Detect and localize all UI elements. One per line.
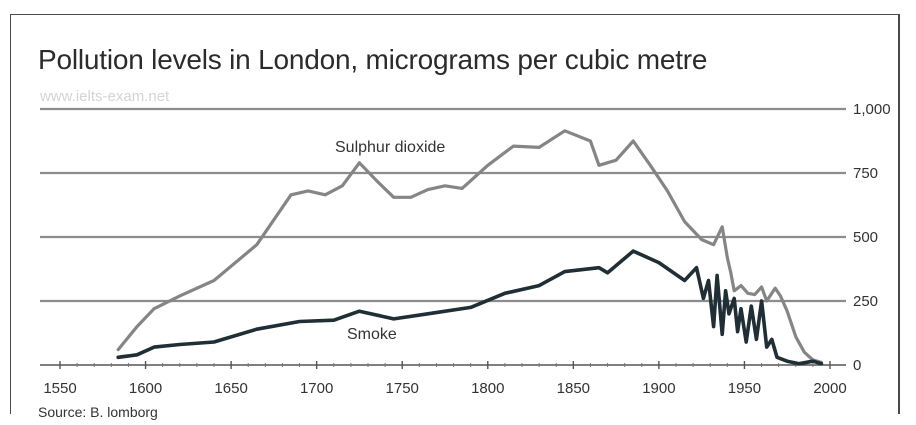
x-tick-label: 2000 [813, 380, 846, 397]
gridlines [40, 107, 846, 303]
x-tick-label: 1600 [129, 380, 162, 397]
x-tick-label: 1850 [557, 380, 590, 397]
chart-frame [10, 14, 900, 414]
y-tick-label: 250 [853, 293, 878, 310]
x-axis [40, 361, 846, 369]
x-tick-label: 1800 [471, 380, 504, 397]
sulphur-dioxide-line [116, 129, 824, 364]
series-lines [116, 129, 824, 366]
chart-frame-right-edge [898, 14, 900, 414]
x-tick-label: 1900 [642, 380, 675, 397]
smoke-series-label: Smoke [347, 326, 397, 343]
smoke-line [116, 249, 824, 366]
x-axis-labels: 1550 1600 1650 1700 1750 1800 1850 1900 1950 2000 [43, 380, 846, 397]
watermark-text: www.ielts-exam.net [40, 88, 170, 105]
chart-title: Pollution levels in London, micrograms p… [38, 44, 708, 75]
sulphur-dioxide-series-label: Sulphur dioxide [335, 139, 445, 156]
x-tick-label: 1950 [728, 380, 761, 397]
y-tick-label: 0 [853, 357, 861, 374]
x-tick-label: 1550 [43, 380, 76, 397]
x-tick-label: 1750 [386, 380, 419, 397]
x-tick-label: 1650 [214, 380, 247, 397]
y-axis-labels: 0 250 500 750 1,000 [853, 101, 891, 374]
x-tick-label: 1700 [300, 380, 333, 397]
y-tick-label: 500 [853, 229, 878, 246]
y-tick-label: 1,000 [853, 101, 891, 118]
source-credit: Source: B. lomborg [38, 404, 158, 420]
y-tick-label: 750 [853, 165, 878, 182]
